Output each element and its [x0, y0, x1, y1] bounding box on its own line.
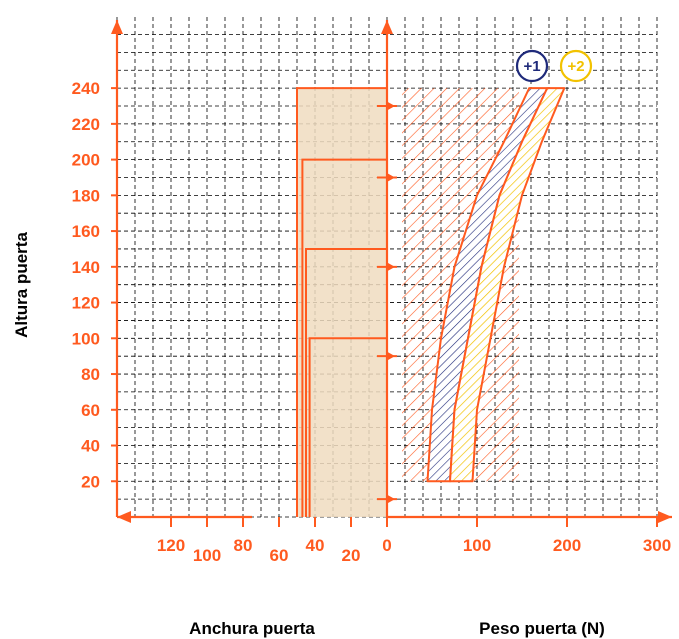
height-marker-head: [386, 351, 395, 362]
center-axis-head: [381, 20, 393, 34]
width-tick-label: 20: [342, 546, 361, 565]
band-2: [449, 87, 566, 483]
y-tick-label: 140: [72, 258, 100, 277]
width-tick-labels: 120 100 80 60 40 20 0: [157, 536, 392, 565]
weight-tick-labels: 100 200 300: [463, 536, 671, 555]
y-tick-label: 220: [72, 115, 100, 134]
width-tick-label: 100: [193, 546, 221, 565]
height-marker-head: [386, 261, 395, 272]
weight-tick-label: 200: [553, 536, 581, 555]
series-badge-label: +1: [523, 58, 540, 75]
y-tick-label: 40: [81, 437, 100, 456]
width-step-line: [305, 247, 387, 517]
width-step-line: [296, 87, 387, 517]
y-tick-label: 180: [72, 186, 100, 205]
height-marker-head: [386, 100, 395, 111]
y-tick-label: 100: [72, 329, 100, 348]
y-tick-labels: 20 40 60 80 100 120 140 160 180 200 220 240: [72, 79, 100, 491]
y-tick-label: 240: [72, 79, 100, 98]
weight-tick-label: 100: [463, 536, 491, 555]
y-tick-label: 120: [72, 294, 100, 313]
weight-tick-label: 300: [643, 536, 671, 555]
y-tick-label: 80: [81, 365, 100, 384]
width-step-line: [308, 337, 387, 517]
y-axis-title: Altura puerta: [12, 232, 31, 338]
width-tick-label: 40: [306, 536, 325, 555]
width-tick-label: 80: [234, 536, 253, 555]
y-tick-label: 160: [72, 222, 100, 241]
weight-axis-title: Peso puerta (N): [479, 619, 605, 638]
y-tick-label: 20: [81, 472, 100, 491]
series-badge-2: [559, 49, 593, 83]
width-tick-label: 120: [157, 536, 185, 555]
height-marker-head: [386, 172, 395, 183]
y-axis-head: [111, 20, 123, 34]
axes: [111, 20, 672, 527]
series-badges: +1 +2: [515, 49, 593, 83]
width-step-line: [301, 158, 387, 517]
width-tick-label: 0: [382, 536, 391, 555]
series-badge-1: [515, 49, 549, 83]
width-region: [296, 87, 387, 518]
width-axis-head: [117, 511, 131, 523]
y-tick-label: 200: [72, 151, 100, 170]
width-axis-title: Anchura puerta: [189, 619, 315, 638]
weight-bands: [426, 87, 566, 483]
width-tick-label: 60: [270, 546, 289, 565]
weight-axis-head: [658, 511, 672, 523]
height-markers: [377, 100, 397, 505]
series-badge-label: +2: [567, 58, 584, 75]
y-tick-label: 60: [81, 401, 100, 420]
height-marker-head: [386, 494, 395, 505]
